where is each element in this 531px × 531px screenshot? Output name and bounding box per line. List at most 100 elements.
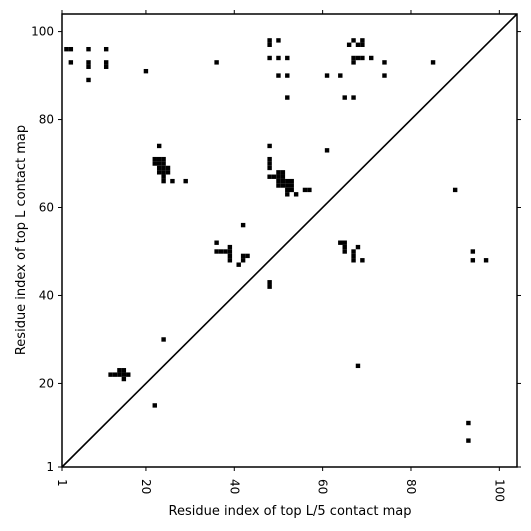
contact-point [267,284,272,289]
contact-point [355,42,361,47]
contact-point [161,156,166,162]
contact-point [351,55,356,61]
contact-point [280,170,286,175]
contact-point [68,46,74,52]
y-tick-label: 40 [39,288,54,302]
contact-point [156,161,162,166]
x-tick-label: 60 [316,479,330,494]
contact-point [351,95,356,100]
contact-point [267,55,272,61]
contact-point [68,60,74,65]
contact-point [236,262,241,267]
y-tick-label: 1 [46,460,54,474]
contact-point [351,60,356,65]
contact-point [355,55,361,61]
contact-point [165,170,171,175]
contact-point [143,68,149,74]
contact-point [382,60,387,65]
contact-point [466,438,471,443]
x-tick-label: 80 [404,479,418,494]
x-tick-label: 40 [227,479,241,494]
contact-point [360,55,365,61]
contact-point [103,46,109,52]
contact-point [324,148,330,153]
contact-point [267,280,272,285]
contact-point [86,64,91,69]
contact-point [240,258,246,263]
contact-point [161,170,166,175]
contact-point [276,38,281,43]
contact-point [430,60,436,65]
contact-point [227,258,233,263]
contact-point [355,363,361,369]
contact-point [470,249,476,254]
contact-point [342,244,347,250]
contact-point [227,244,233,250]
contact-point [156,143,162,149]
contact-point [338,240,343,245]
contact-point [156,170,162,175]
contact-point [227,253,233,259]
contact-point [161,161,166,166]
contact-point [276,174,281,179]
contact-point [276,55,281,61]
contact-point [103,64,109,69]
plot-frame [61,13,518,468]
contact-point [86,60,91,65]
contact-point [285,192,290,197]
contact-point [267,174,272,179]
contact-point [223,249,228,254]
contact-point [183,178,188,184]
contact-point [483,258,489,263]
contact-point [267,165,272,171]
contact-point [289,187,294,193]
contact-point [280,174,286,179]
contact-point [271,174,277,179]
contact-point [302,187,308,193]
contact-point [165,165,171,171]
y-tick-label: 80 [39,113,54,127]
contact-point [117,372,122,377]
contact-point [64,46,69,52]
y-tick-label: 20 [39,376,54,390]
contact-point [285,183,290,188]
contact-point [156,165,162,171]
contact-point [470,258,476,263]
contact-point [267,161,272,166]
x-axis-label: Residue index of top L/5 contact map [169,504,412,519]
contact-point [360,38,365,43]
contact-point [289,183,294,188]
contact-point [121,368,127,373]
contact-point [307,187,312,193]
contact-point [156,156,162,162]
contact-point [285,95,290,100]
contact-point [117,368,122,373]
contact-point [285,55,290,61]
diagonal-line [61,13,518,468]
contact-point [86,77,91,83]
contact-point [338,73,343,78]
contact-point [170,178,175,184]
contact-point [276,178,281,184]
contact-point [267,38,272,43]
contact-point [360,42,365,47]
contact-point [280,183,286,188]
x-tick-label: 100 [492,479,506,502]
contact-point [214,60,219,65]
contact-point [240,222,246,228]
contact-point [152,161,157,166]
contact-point [346,42,352,47]
contact-point [267,156,272,162]
contact-point [161,337,166,342]
contact-point [161,165,166,171]
contact-point [245,253,250,259]
contact-point [267,42,272,47]
contact-point [351,253,356,259]
contact-point [227,249,233,254]
contact-point [452,187,458,193]
contact-point [382,73,387,78]
contact-point [276,170,281,175]
contact-point [289,178,294,184]
contact-point [86,46,91,52]
